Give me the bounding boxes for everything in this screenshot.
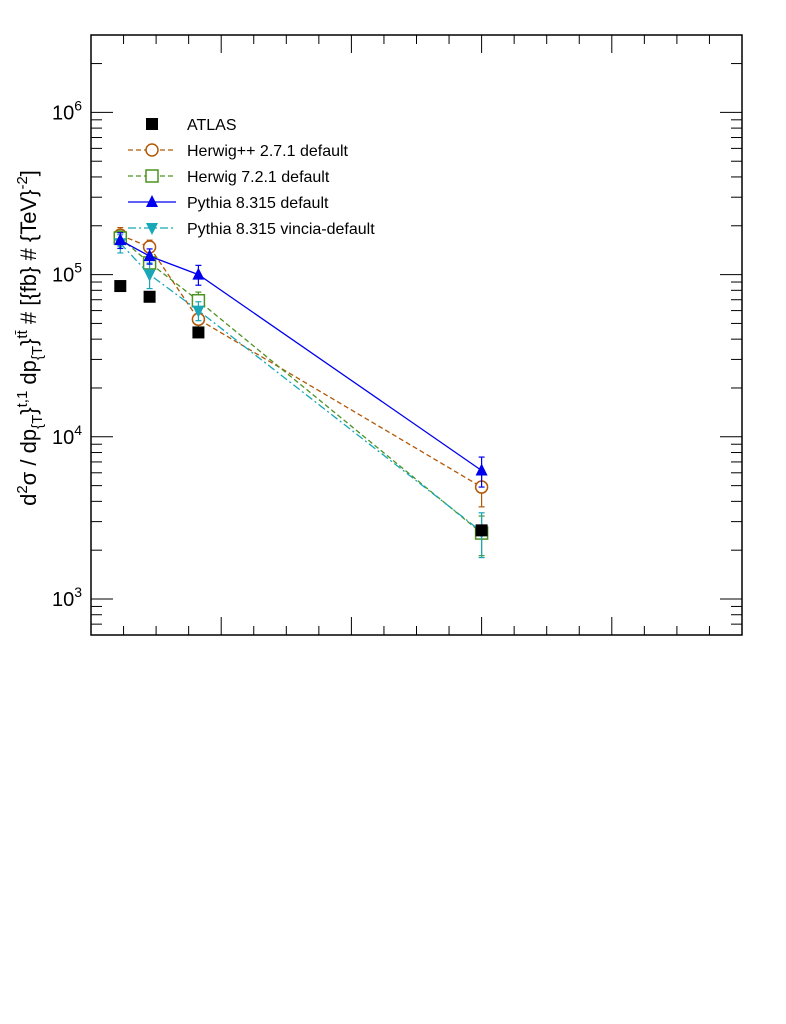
data-point [143,249,156,262]
data-point [475,524,488,537]
legend-marker [145,169,159,183]
series-pythia-8-315-vincia-default [114,234,488,559]
legend-label: Pythia 8.315 vincia-default [187,221,375,238]
data-point [192,267,205,280]
legend: ATLAS Herwig++ 2.7.1 default Herwig 7.2.1 … [128,117,375,238]
legend-entry: ATLAS [146,117,237,134]
legend-label: Herwig 7.2.1 default [187,169,330,186]
legend-marker [146,223,158,235]
legend-marker [146,195,158,207]
legend-label: Herwig++ 2.7.1 default [187,143,349,160]
series-line [120,234,482,488]
data-point [143,269,156,282]
y-tick-label: 106 [52,97,82,124]
data-point [192,305,205,318]
series-layer [113,226,489,559]
series-line [119,239,482,472]
legend-marker [145,143,159,157]
legend-entry: Herwig 7.2.1 default [128,169,330,186]
series-line [119,242,483,533]
y-tick-label: 103 [52,584,82,611]
legend-label: Pythia 8.315 default [187,195,329,212]
legend-entry: Herwig++ 2.7.1 default [128,143,349,160]
y-tick-label: 105 [52,260,82,287]
legend-entry: Pythia 8.315 vincia-default [128,221,375,238]
y-tick-label: 104 [52,422,82,449]
legend-label: ATLAS [187,117,237,134]
y-axis-title: d2σ / dp{T}t,1 dp{T}tt̄ # [{fb} # {TeV}-… [14,170,46,506]
series-line [119,237,483,534]
series-herwig-2-7-1-default [113,226,489,508]
series-atlas [114,280,488,537]
legend-entry: Pythia 8.315 default [128,195,329,212]
series-pythia-8-315-default [114,232,488,488]
data-point [192,326,205,339]
y-tick-labels: 103 104 105 106 [52,97,82,611]
axis-ticks [90,34,743,636]
data-point [143,290,156,303]
data-point [114,233,127,246]
series-herwig-7-2-1-default [113,230,489,557]
data-point [475,463,488,476]
data-point [114,280,127,293]
legend-marker [146,118,158,130]
